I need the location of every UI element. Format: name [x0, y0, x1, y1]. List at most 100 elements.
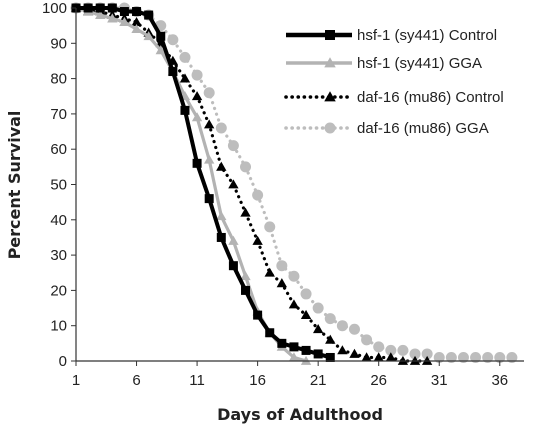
- y-tick-label: 60: [50, 141, 67, 158]
- legend-label: hsf-1 (sy441) Control: [357, 27, 497, 44]
- data-point: [227, 140, 239, 152]
- x-tick-label: 31: [431, 372, 448, 389]
- data-point: [252, 235, 263, 245]
- data-point: [445, 351, 457, 363]
- data-point: [348, 323, 360, 335]
- y-tick-label: 90: [50, 35, 67, 52]
- data-point: [144, 10, 154, 20]
- data-point: [506, 351, 518, 363]
- series-line: [75, 6, 307, 363]
- data-point: [228, 261, 238, 271]
- data-point: [300, 355, 312, 365]
- data-point: [228, 179, 239, 189]
- data-point: [215, 122, 227, 134]
- data-point: [409, 348, 421, 360]
- x-tick-label: 21: [310, 372, 327, 389]
- y-tick-label: 40: [50, 212, 67, 229]
- data-point: [361, 352, 372, 362]
- data-point: [397, 344, 409, 356]
- data-point: [325, 352, 335, 362]
- data-point: [180, 105, 190, 115]
- legend-item-2: hsf-1 (sy441) GGA: [286, 55, 482, 72]
- data-point: [336, 320, 348, 332]
- data-point: [228, 235, 239, 245]
- y-tick-label: 0: [59, 353, 67, 370]
- data-point: [313, 349, 323, 359]
- data-point: [470, 351, 482, 363]
- data-point: [312, 324, 324, 334]
- x-tick-label: 1: [72, 372, 80, 389]
- legend-item-4: daf-16 (mu86) GGA: [284, 120, 489, 137]
- y-tick-label: 10: [50, 318, 67, 335]
- data-point: [240, 271, 251, 281]
- legend-swatch-marker: [324, 91, 336, 102]
- data-point: [494, 351, 506, 363]
- data-point: [385, 352, 396, 362]
- data-point: [373, 341, 385, 353]
- data-point: [264, 267, 275, 277]
- data-point: [240, 207, 251, 217]
- legend-swatch-marker: [324, 57, 336, 68]
- data-point: [204, 119, 215, 129]
- data-point: [276, 278, 288, 288]
- data-point: [252, 189, 264, 201]
- series-1: [71, 3, 335, 362]
- data-point: [276, 260, 288, 272]
- y-tick-label: 80: [50, 71, 67, 88]
- legend-item-1: hsf-1 (sy441) Control: [286, 27, 497, 44]
- data-point: [288, 299, 300, 309]
- data-point: [204, 194, 214, 204]
- data-point: [264, 221, 276, 233]
- data-point: [203, 87, 215, 99]
- data-point: [156, 31, 166, 41]
- data-point: [216, 211, 227, 221]
- data-point: [288, 352, 300, 362]
- data-point: [131, 16, 142, 27]
- data-point: [204, 154, 215, 164]
- data-point: [409, 355, 421, 365]
- data-point: [143, 31, 154, 41]
- data-point: [301, 345, 311, 355]
- y-tick-label: 50: [50, 177, 67, 194]
- x-tick-label: 36: [491, 372, 508, 389]
- data-point: [288, 270, 300, 282]
- legend-swatch-marker: [325, 30, 335, 40]
- data-point: [216, 161, 227, 171]
- y-tick-label: 70: [50, 106, 67, 123]
- legend-swatch-marker: [324, 122, 336, 134]
- data-point: [119, 7, 129, 17]
- data-point: [107, 13, 118, 23]
- y-tick-label: 100: [42, 0, 67, 17]
- series-2: [70, 2, 312, 365]
- data-point: [361, 334, 373, 346]
- x-axis-title: Days of Adulthood: [217, 405, 383, 424]
- data-point: [83, 3, 93, 13]
- data-point: [241, 285, 251, 295]
- y-axis-title: Percent Survival: [5, 111, 24, 260]
- data-point: [421, 355, 433, 365]
- data-point: [433, 351, 445, 363]
- data-point: [192, 158, 202, 168]
- data-point: [289, 342, 299, 352]
- data-point: [240, 161, 252, 173]
- data-point: [191, 91, 203, 101]
- data-point: [312, 302, 324, 314]
- data-point: [300, 288, 312, 300]
- axes: [71, 7, 524, 366]
- legend: hsf-1 (sy441) Control hsf-1 (sy441) GGA da…: [284, 27, 504, 137]
- data-point: [397, 355, 409, 365]
- data-point: [349, 348, 360, 358]
- legend-label: daf-16 (mu86) GGA: [357, 120, 489, 137]
- x-tick-label: 26: [370, 372, 387, 389]
- series-line: [76, 6, 331, 360]
- data-point: [107, 3, 117, 13]
- data-point: [265, 328, 275, 338]
- data-point: [167, 34, 179, 46]
- data-point: [421, 348, 433, 360]
- x-tick-label: 16: [249, 372, 266, 389]
- data-point: [325, 334, 336, 344]
- data-point: [457, 351, 469, 363]
- data-point: [191, 112, 203, 122]
